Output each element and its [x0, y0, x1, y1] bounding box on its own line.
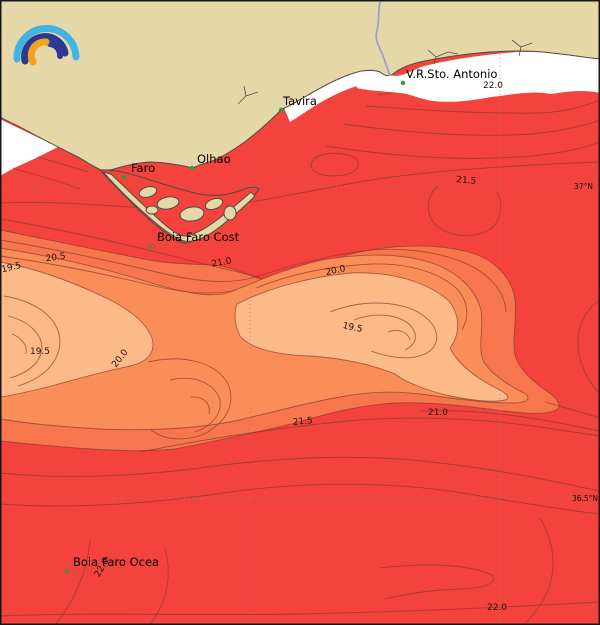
place-marker: [278, 107, 284, 113]
temperature-fill-bands: [0, 229, 560, 452]
no-data-band: [0, 51, 600, 176]
stream: [237, 85, 259, 105]
band-below-20-0-west: [0, 261, 154, 398]
lagoon-island: [179, 206, 205, 222]
place-label: Olhao: [197, 152, 231, 166]
contour-label: 22.0: [487, 603, 507, 613]
place-marker: [400, 80, 406, 86]
no-data-tavira: [284, 73, 357, 122]
band-below-20-0-center: [234, 272, 509, 402]
place-markers: Faro Olhao Tavira V.R.Sto. Antonio Boia Faro…: [64, 67, 497, 574]
land-layer: [0, 0, 600, 244]
buoy-marker: [64, 568, 70, 574]
place-label: Faro: [131, 161, 155, 175]
place-marker: [121, 174, 127, 180]
contour-label: 21.5: [292, 416, 313, 428]
lagoon-island: [156, 196, 180, 210]
contour-label: 19.5: [30, 347, 50, 357]
buoy-marker: [148, 244, 154, 250]
logo-inner-orange-arc: [27, 38, 50, 66]
stream: [427, 49, 459, 65]
buoy-label: Boia Faro Ocea: [73, 555, 159, 569]
no-data-east: [353, 51, 600, 102]
contour-label: 22.0: [483, 81, 503, 91]
contour-label: 21.0: [428, 408, 448, 418]
buoy-label: Boia Faro Cost: [157, 230, 240, 244]
lagoon-island: [138, 186, 158, 198]
latitude-label: 37°N: [574, 182, 593, 191]
ipma-logo: [13, 25, 80, 66]
graticule: [0, 50, 600, 625]
lagoon-island: [145, 205, 159, 215]
contour-label: 20.5: [45, 252, 66, 265]
stream: [511, 39, 533, 57]
contour-label: 21.0: [211, 256, 233, 269]
place-label: V.R.Sto. Antonio: [406, 67, 497, 81]
logo-middle-arc: [21, 33, 69, 65]
contour-labels: 22.021.521.020.519.5 20.019.5 20.019.521.5…: [1, 81, 508, 613]
no-data-west: [0, 119, 58, 176]
latitude-label: 36.5°N: [572, 494, 598, 503]
guadiana-river: [375, 0, 391, 77]
latitude-labels: 37°N 36.5°N: [572, 182, 598, 503]
place-marker: [189, 165, 195, 171]
place-label: Tavira: [282, 94, 317, 108]
lagoon-island: [204, 197, 224, 211]
logo-outer-arc: [13, 25, 80, 63]
lagoon-island: [223, 205, 237, 221]
contour-label: 20.0: [325, 264, 347, 278]
rivers-layer: [237, 0, 533, 105]
logo-inner-right-arc: [47, 41, 64, 59]
contour-label: 19.5: [1, 261, 23, 276]
land: [0, 0, 600, 171]
barrier-island-spit: [101, 171, 256, 242]
contour-label: 19.5: [342, 321, 364, 335]
contour-label: 21.5: [456, 175, 477, 187]
